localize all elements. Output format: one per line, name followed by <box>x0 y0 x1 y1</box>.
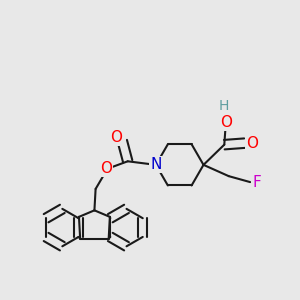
Text: F: F <box>252 175 261 190</box>
Text: O: O <box>110 130 122 145</box>
Text: O: O <box>220 115 232 130</box>
Text: H: H <box>219 99 230 113</box>
Text: O: O <box>100 161 112 176</box>
Text: O: O <box>246 136 258 151</box>
Text: N: N <box>150 158 162 172</box>
